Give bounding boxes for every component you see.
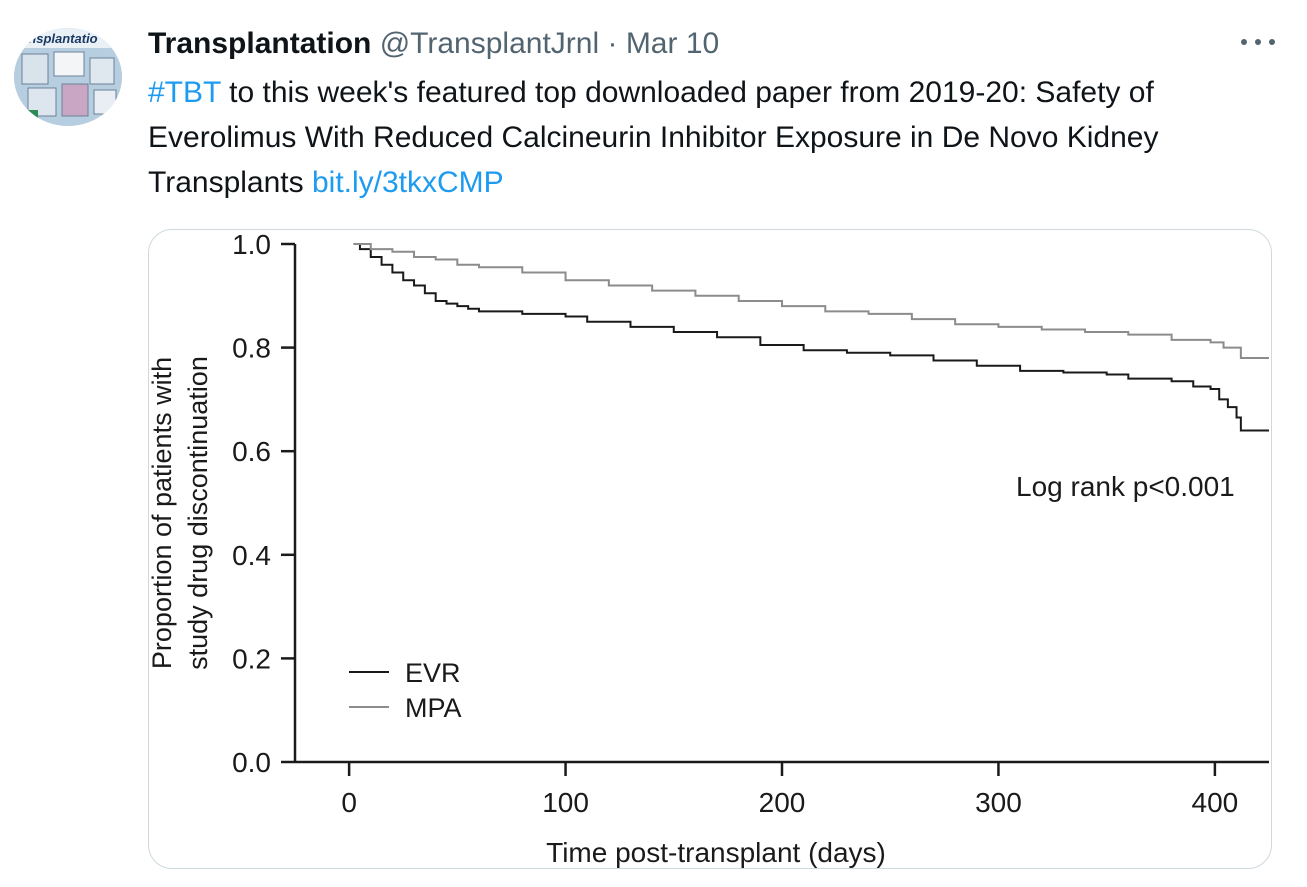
tweet-body: to this week's featured top downloaded p… <box>148 76 1159 199</box>
journal-cover-image: ransplantatio <box>14 28 122 126</box>
log-rank-annotation: Log rank p<0.001 <box>1016 471 1235 502</box>
x-ticks: 0 100 200 300 400 <box>341 762 1238 818</box>
author-avatar[interactable]: ransplantatio <box>14 28 122 126</box>
author-name[interactable]: Transplantation <box>148 27 372 60</box>
series-line-evr <box>353 243 1269 432</box>
header-separator: · <box>607 27 618 60</box>
more-horizontal-icon[interactable] <box>1241 28 1275 56</box>
tweet-date[interactable]: Mar 10 <box>625 27 720 60</box>
tweet-media-card[interactable]: 0.0 0.2 0.4 0.6 0.8 1.0 0 100 200 300 400 Proport… <box>148 229 1272 869</box>
y-tick-label: 0.8 <box>232 333 271 364</box>
y-tick-label: 0.4 <box>232 540 271 571</box>
km-chart: 0.0 0.2 0.4 0.6 0.8 1.0 0 100 200 300 400 Proport… <box>149 230 1269 868</box>
series-line-mpa <box>353 243 1269 359</box>
series-layer <box>353 243 1269 432</box>
x-tick-label: 0 <box>341 787 357 818</box>
x-tick-label: 100 <box>542 787 589 818</box>
y-ticks: 0.0 0.2 0.4 0.6 0.8 1.0 <box>232 230 295 778</box>
more-dot <box>1255 39 1261 45</box>
x-tick-label: 200 <box>759 787 806 818</box>
more-dot <box>1269 39 1275 45</box>
author-handle[interactable]: @TransplantJrnl <box>379 27 600 60</box>
y-axis-label-line2: study drug discontinuation <box>183 356 213 670</box>
avatar-cover-title: ransplantatio <box>16 31 98 46</box>
tweet-text: #TBT to this week's featured top downloa… <box>148 70 1268 205</box>
legend-label-mpa: MPA <box>405 693 462 723</box>
x-tick-label: 300 <box>975 787 1022 818</box>
hashtag-link[interactable]: #TBT <box>148 76 221 109</box>
url-link[interactable]: bit.ly/3tkxCMP <box>311 166 504 199</box>
y-axis-label-line1: Proportion of patients with <box>149 357 177 669</box>
tweet-header: Transplantation @TransplantJrnl · Mar 10 <box>148 24 719 64</box>
chart-legend: EVR MPA <box>349 658 462 723</box>
y-tick-label: 0.0 <box>232 747 271 778</box>
y-tick-label: 0.2 <box>232 643 271 674</box>
x-axis-label: Time post-transplant (days) <box>546 837 886 868</box>
y-tick-label: 1.0 <box>232 230 271 260</box>
more-dot <box>1241 39 1247 45</box>
legend-label-evr: EVR <box>405 658 461 688</box>
x-tick-label: 400 <box>1192 787 1239 818</box>
y-tick-label: 0.6 <box>232 436 271 467</box>
